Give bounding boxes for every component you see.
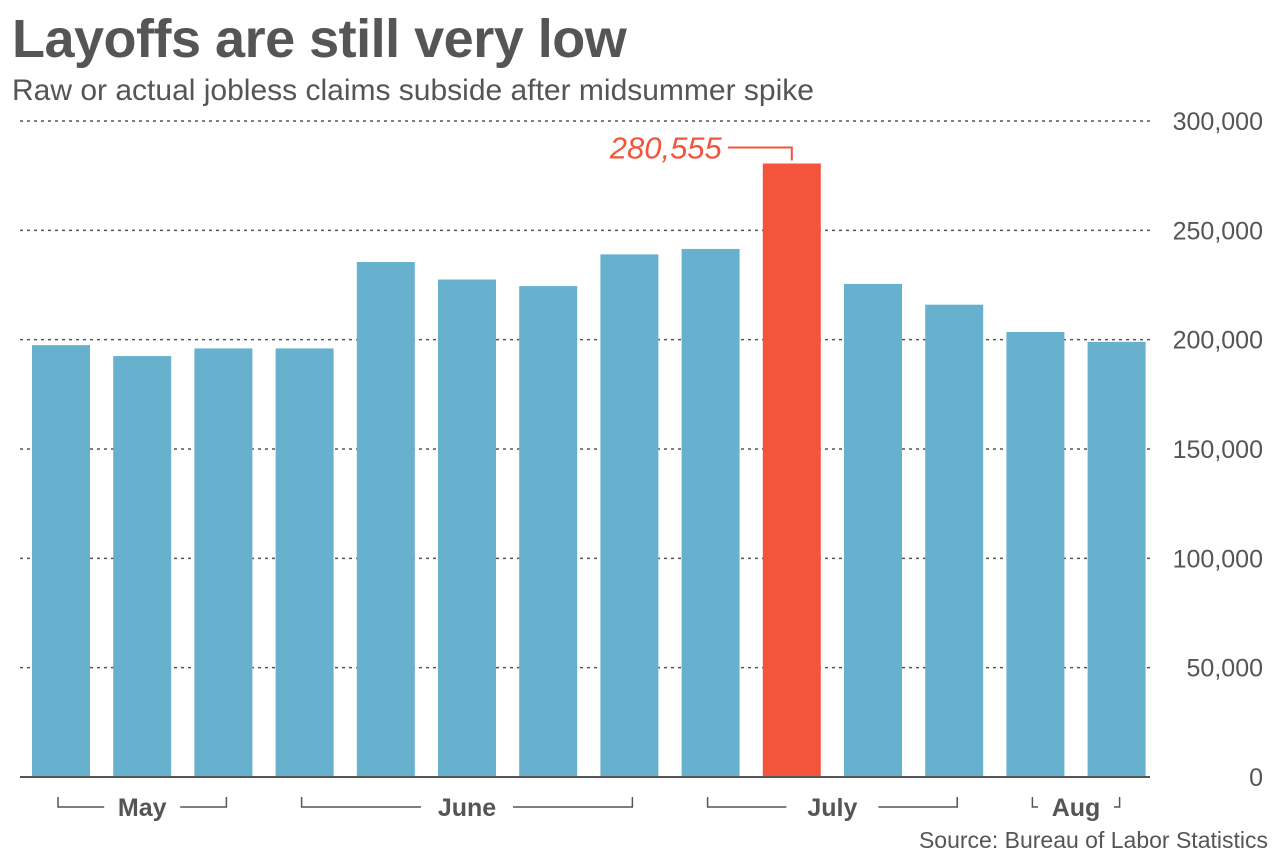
bar [194, 348, 253, 777]
month-label: June [438, 794, 496, 822]
source-note: Source: Bureau of Labor Statistics [918, 827, 1268, 853]
bar [1087, 341, 1146, 777]
y-tick-label: 0 [1249, 764, 1263, 792]
y-tick-label: 200,000 [1173, 327, 1263, 355]
annotation-label: 280,555 [609, 131, 723, 166]
y-tick-label: 150,000 [1173, 436, 1263, 464]
bar [356, 262, 415, 777]
month-bracket: May [57, 794, 228, 822]
x-axis-months: May June July Aug [57, 794, 1121, 822]
bars [32, 163, 1146, 778]
chart-title: Layoffs are still very low [12, 9, 627, 69]
bar [519, 286, 578, 777]
annotation-leader [727, 146, 793, 161]
bar [844, 283, 902, 777]
y-axis: 0 50,000 100,000 150,000 200,000 250,000 300,0… [20, 108, 1263, 792]
month-label: May [118, 794, 167, 822]
month-label: Aug [1052, 794, 1101, 822]
month-bracket: July [706, 794, 958, 822]
bar [600, 254, 659, 778]
bar [32, 345, 90, 777]
chart-subtitle: Raw or actual jobless claims subside aft… [12, 74, 814, 107]
bar-highlight [762, 163, 821, 778]
annotation-layer: 280,555 [609, 131, 793, 166]
bar [113, 356, 172, 777]
month-label: July [807, 794, 857, 822]
month-bracket: Aug [1031, 794, 1121, 822]
bar [275, 348, 334, 777]
y-tick-label: 50,000 [1187, 655, 1263, 683]
bar [438, 279, 496, 777]
bar [1006, 332, 1065, 777]
y-tick-label: 250,000 [1173, 217, 1263, 245]
y-tick-label: 100,000 [1173, 545, 1263, 573]
bar [925, 304, 984, 777]
y-tick-label: 300,000 [1173, 108, 1263, 136]
month-bracket: June [300, 794, 634, 822]
bar [681, 248, 740, 778]
